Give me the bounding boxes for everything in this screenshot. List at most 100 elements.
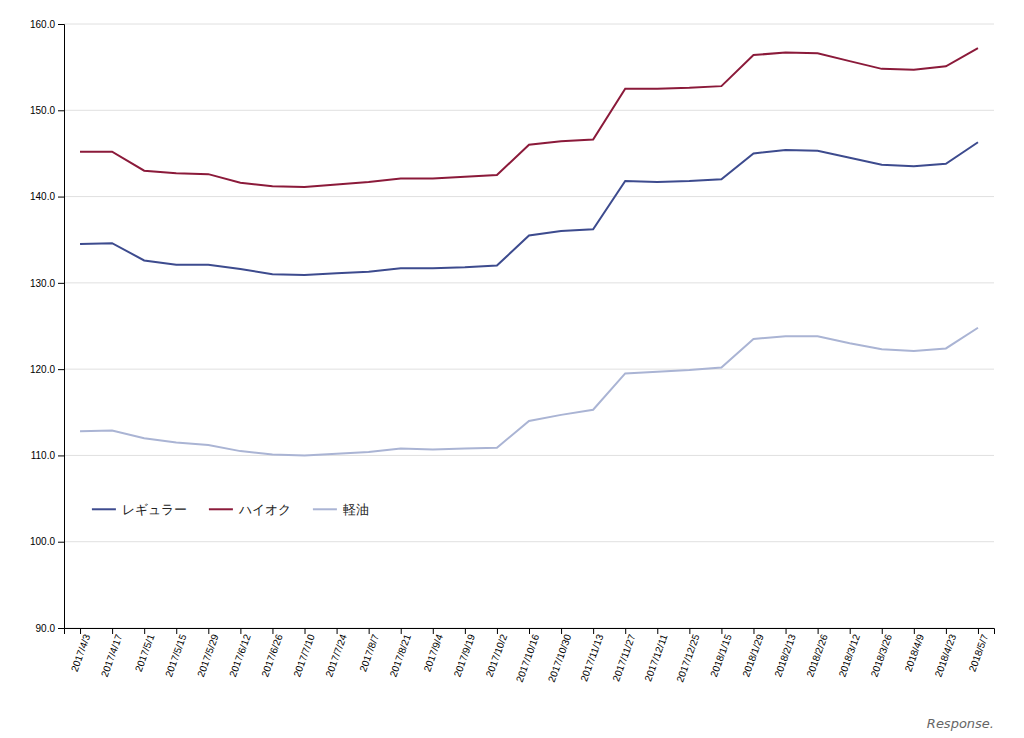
x-tick: 2017/7/10 <box>291 628 317 678</box>
x-tick-label: 2018/2/26 <box>804 632 830 678</box>
x-tick-label: 2017/11/13 <box>578 632 605 683</box>
y-tick-label: 150.0 <box>30 105 55 116</box>
x-tick-label: 2017/5/15 <box>163 632 189 678</box>
x-tick: 2017/8/7 <box>357 628 381 673</box>
x-tick-label: 2017/8/21 <box>387 632 413 678</box>
x-tick-label: 2017/5/1 <box>133 632 157 673</box>
x-tick: 2017/6/26 <box>259 628 285 678</box>
x-tick-label: 2018/1/29 <box>740 632 766 678</box>
x-tick: 2017/5/29 <box>195 628 221 678</box>
plot: 90.0 100.0 110.0 120.0 130.0 140.0 150.0 160.0 2… <box>30 19 995 684</box>
x-tick: 2017/4/17 <box>99 628 125 678</box>
x-axis-line <box>65 629 995 635</box>
grid <box>64 24 994 628</box>
y-tick-mark <box>58 110 64 111</box>
y-tick: 160.0 <box>30 19 64 30</box>
x-tick: 2017/5/15 <box>163 628 189 678</box>
y-tick-label: 90.0 <box>36 623 56 634</box>
x-tick: 2017/11/27 <box>610 628 637 683</box>
x-tick-label: 2017/6/12 <box>227 632 253 678</box>
legend-label: レギュラー <box>122 502 187 517</box>
y-axis-line <box>58 25 65 629</box>
y-tick-label: 160.0 <box>30 19 55 30</box>
x-tick-label: 2017/10/16 <box>514 632 542 683</box>
x-tick-label: 2017/11/27 <box>610 632 637 683</box>
y-tick-mark <box>58 283 64 284</box>
chart: 90.0 100.0 110.0 120.0 130.0 140.0 150.0 160.0 2… <box>0 0 1024 738</box>
grid-line <box>64 110 994 111</box>
x-axis: 2017/4/32017/4/17 2017/5/12017/5/152017/5… <box>65 628 995 684</box>
x-tick: 2018/5/7 <box>967 628 991 673</box>
x-tick: 2017/10/16 <box>514 628 542 684</box>
x-tick-label: 2018/1/15 <box>708 632 734 678</box>
x-tick-label: 2017/12/25 <box>674 632 702 683</box>
series-line <box>80 48 978 187</box>
x-tick: 2018/1/29 <box>740 628 766 678</box>
grid-line <box>64 196 994 197</box>
x-tick-label: 2018/5/7 <box>967 632 991 673</box>
x-tick: 2018/4/23 <box>933 628 959 678</box>
x-tick-label: 2017/9/19 <box>452 632 478 678</box>
grid-line <box>64 369 994 370</box>
y-tick: 140.0 <box>30 191 64 202</box>
y-tick: 100.0 <box>30 536 64 547</box>
legend-item: 軽油 <box>313 502 369 517</box>
legend-item: レギュラー <box>92 502 187 517</box>
x-tick: 2017/12/11 <box>642 628 669 683</box>
y-tick-label: 120.0 <box>30 364 55 375</box>
x-tick-label: 2017/9/4 <box>421 632 445 673</box>
x-tick-label: 2017/12/11 <box>642 632 669 683</box>
y-tick: 90.0 <box>36 623 64 634</box>
y-tick-mark <box>58 197 64 198</box>
x-tick: 2017/10/30 <box>546 628 574 684</box>
y-tick-label: 140.0 <box>30 191 55 202</box>
annotation: Response. <box>927 716 994 731</box>
y-tick-mark <box>58 24 64 25</box>
x-tick-label: 2018/3/12 <box>836 632 862 678</box>
y-tick: 120.0 <box>30 364 64 375</box>
x-tick-label: 2017/4/3 <box>69 632 93 673</box>
x-tick: 2017/9/4 <box>421 628 445 673</box>
grid-line <box>64 282 994 283</box>
x-tick-label: 2018/2/13 <box>772 632 798 678</box>
legend: レギュラー ハイオク 軽油 <box>92 502 369 517</box>
x-tick: 2017/7/24 <box>323 628 349 678</box>
x-tick: 2017/10/2 <box>484 628 510 678</box>
x-tick-label: 2018/4/23 <box>933 632 959 678</box>
legend-label: ハイオク <box>238 502 291 517</box>
x-tick: 2017/4/3 <box>69 628 93 673</box>
x-tick-label: 2017/10/30 <box>546 632 574 683</box>
legend-label: 軽油 <box>343 502 369 517</box>
x-tick: 2018/2/13 <box>772 628 798 678</box>
x-tick-label: 2017/10/2 <box>484 632 510 678</box>
x-tick: 2018/1/15 <box>708 628 734 678</box>
grid-line <box>64 541 994 542</box>
y-axis: 90.0 100.0 110.0 120.0 130.0 140.0 150.0 160.0 <box>30 19 65 634</box>
x-tick-label: 2017/6/26 <box>259 632 285 678</box>
x-tick-label: 2017/4/17 <box>99 632 125 678</box>
x-tick: 2018/3/12 <box>836 628 862 678</box>
lines <box>80 48 978 455</box>
x-tick: 2018/3/26 <box>868 628 894 678</box>
legend-item: ハイオク <box>209 502 291 517</box>
x-tick: 2017/8/21 <box>387 628 413 678</box>
x-tick-label: 2018/3/26 <box>868 632 894 678</box>
legend-swatch <box>209 508 233 510</box>
y-tick-mark <box>58 628 64 629</box>
x-tick-label: 2017/8/7 <box>357 632 381 673</box>
y-tick-label: 130.0 <box>30 278 55 289</box>
series-line <box>80 328 978 456</box>
x-tick: 2017/11/13 <box>578 628 605 683</box>
y-tick-label: 100.0 <box>30 536 55 547</box>
grid-line <box>64 455 994 456</box>
y-tick: 150.0 <box>30 105 64 116</box>
y-tick-label: 110.0 <box>31 450 56 461</box>
legend-swatch <box>92 508 116 510</box>
x-tick-label: 2017/7/24 <box>323 632 349 678</box>
x-tick: 2017/6/12 <box>227 628 253 678</box>
legend-swatch <box>313 508 337 510</box>
grid-line <box>64 24 994 25</box>
y-tick-mark <box>58 542 64 543</box>
x-tick: 2018/4/9 <box>902 628 926 673</box>
x-tick: 2017/5/1 <box>133 628 157 673</box>
